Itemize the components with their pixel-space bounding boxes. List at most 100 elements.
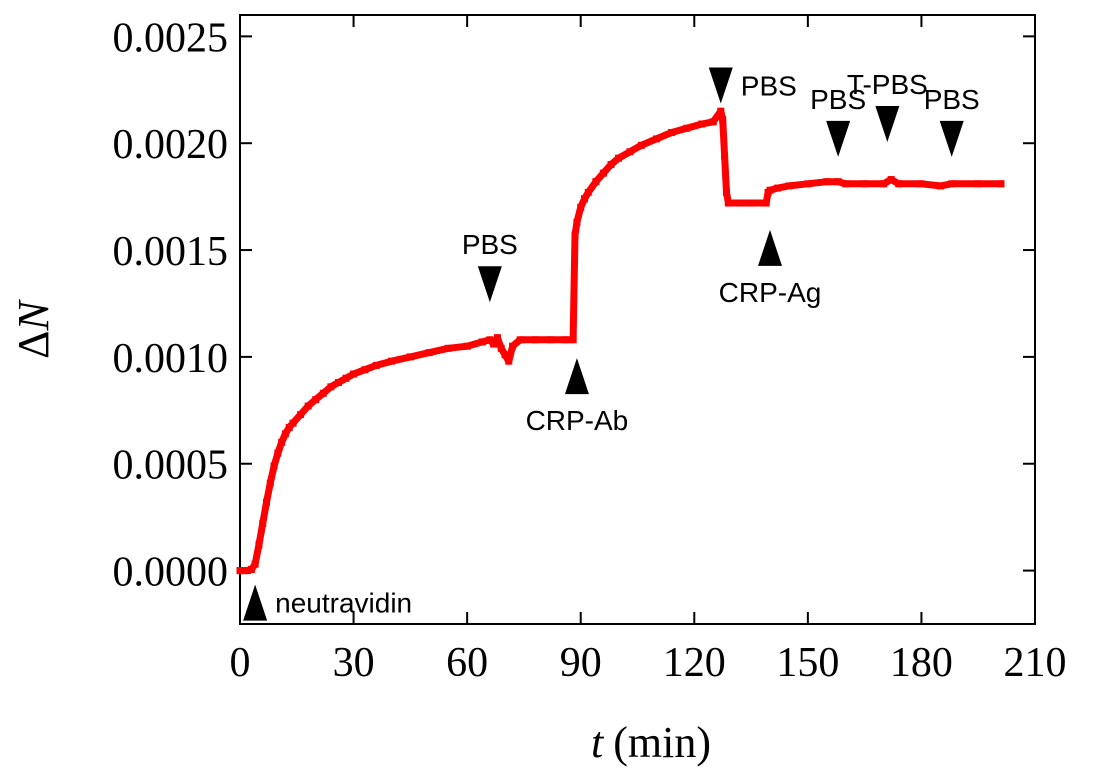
annotation-label: PBS — [741, 71, 797, 102]
annotation-label: PBS — [462, 229, 518, 260]
data-point — [490, 340, 498, 348]
arrow-down-icon — [826, 120, 851, 157]
annotation-label: PBS — [810, 84, 866, 115]
annotation-label: CRP-Ag — [719, 277, 822, 308]
data-point — [842, 180, 850, 188]
data-point — [285, 423, 293, 431]
data-point — [297, 411, 305, 419]
data-point — [387, 357, 395, 365]
y-axis-prefix: Δ — [9, 331, 58, 359]
y-tick-label: 0.0020 — [113, 122, 229, 168]
plot-frame — [239, 14, 1036, 625]
data-point — [278, 438, 286, 446]
data-point — [281, 430, 289, 438]
x-tick-label: 90 — [560, 640, 602, 686]
data-point — [615, 154, 623, 162]
data-point — [721, 152, 729, 160]
data-point — [766, 186, 774, 194]
data-point — [372, 361, 380, 369]
data-point — [266, 479, 274, 487]
y-tick-label: 0.0000 — [113, 550, 229, 596]
data-point — [486, 336, 494, 344]
data-point — [304, 402, 312, 410]
data-point — [834, 178, 842, 186]
data-point — [319, 389, 327, 397]
x-tick-label: 150 — [776, 640, 839, 686]
data-point — [823, 178, 831, 186]
data-point — [997, 180, 1005, 188]
data-point — [917, 180, 925, 188]
arrow-up-icon — [243, 584, 268, 621]
data-point — [478, 338, 486, 346]
data-point — [236, 567, 244, 575]
arrow-down-icon — [477, 266, 502, 303]
data-point — [573, 218, 581, 226]
x-tick-label: 120 — [663, 640, 726, 686]
x-tick-label: 0 — [230, 640, 251, 686]
data-point — [259, 520, 267, 528]
data-point — [463, 342, 471, 350]
data-point — [626, 148, 634, 156]
data-point — [785, 182, 793, 190]
data-point — [247, 566, 255, 574]
data-point — [592, 178, 600, 186]
data-point — [501, 351, 509, 359]
x-tick-label: 180 — [890, 640, 953, 686]
series-line — [236, 107, 1005, 575]
data-point — [274, 449, 282, 457]
data-point — [948, 180, 956, 188]
data-point — [861, 180, 869, 188]
data-point — [577, 203, 585, 211]
data-point — [719, 116, 727, 124]
data-point — [974, 180, 982, 188]
data-point — [698, 120, 706, 128]
data-point — [350, 370, 358, 378]
data-point — [361, 366, 369, 374]
data-point — [406, 353, 414, 361]
annotation-label: neutravidin — [275, 588, 412, 619]
data-point — [637, 141, 645, 149]
data-point — [425, 349, 433, 357]
data-point — [584, 188, 592, 196]
y-axis-var: N — [9, 299, 58, 332]
data-point — [251, 560, 259, 568]
data-point — [244, 567, 252, 575]
data-point — [497, 344, 505, 352]
y-axis: 0.0000 0.0005 0.0010 0.0015 0.0020 0.0025 — [113, 15, 1035, 596]
data-point — [736, 199, 744, 207]
x-tick-label: 30 — [333, 640, 375, 686]
plot-border — [239, 14, 1036, 625]
data-point — [516, 336, 524, 344]
data-point — [571, 231, 579, 239]
data-point — [762, 199, 770, 207]
arrow-up-icon — [564, 358, 589, 395]
y-tick-label: 0.0025 — [113, 15, 229, 61]
annotation-label: PBS — [924, 84, 980, 115]
data-point — [887, 176, 895, 184]
data-point — [774, 184, 782, 192]
x-tick-label: 60 — [446, 640, 488, 686]
x-axis-unit: (min) — [613, 718, 711, 767]
data-point — [270, 462, 278, 470]
x-tick-label: 210 — [1004, 640, 1067, 686]
annotation-label: T-PBS — [847, 69, 928, 100]
series-layer — [236, 107, 1005, 575]
data-point — [289, 419, 297, 427]
data-point — [880, 180, 888, 188]
y-tick-label: 0.0010 — [113, 336, 229, 382]
data-point — [936, 182, 944, 190]
data-point — [546, 336, 554, 344]
arrow-up-icon — [758, 229, 782, 266]
data-point — [255, 541, 263, 549]
data-point — [531, 336, 539, 344]
data-point — [493, 334, 501, 342]
arrow-down-icon — [708, 67, 733, 104]
x-axis-title: t (min) — [591, 718, 711, 767]
data-point — [240, 567, 248, 575]
data-point — [683, 124, 691, 132]
data-point — [652, 135, 660, 143]
data-point — [569, 336, 577, 344]
data-point — [804, 180, 812, 188]
data-point — [444, 344, 452, 352]
x-axis-var: t — [591, 718, 605, 767]
